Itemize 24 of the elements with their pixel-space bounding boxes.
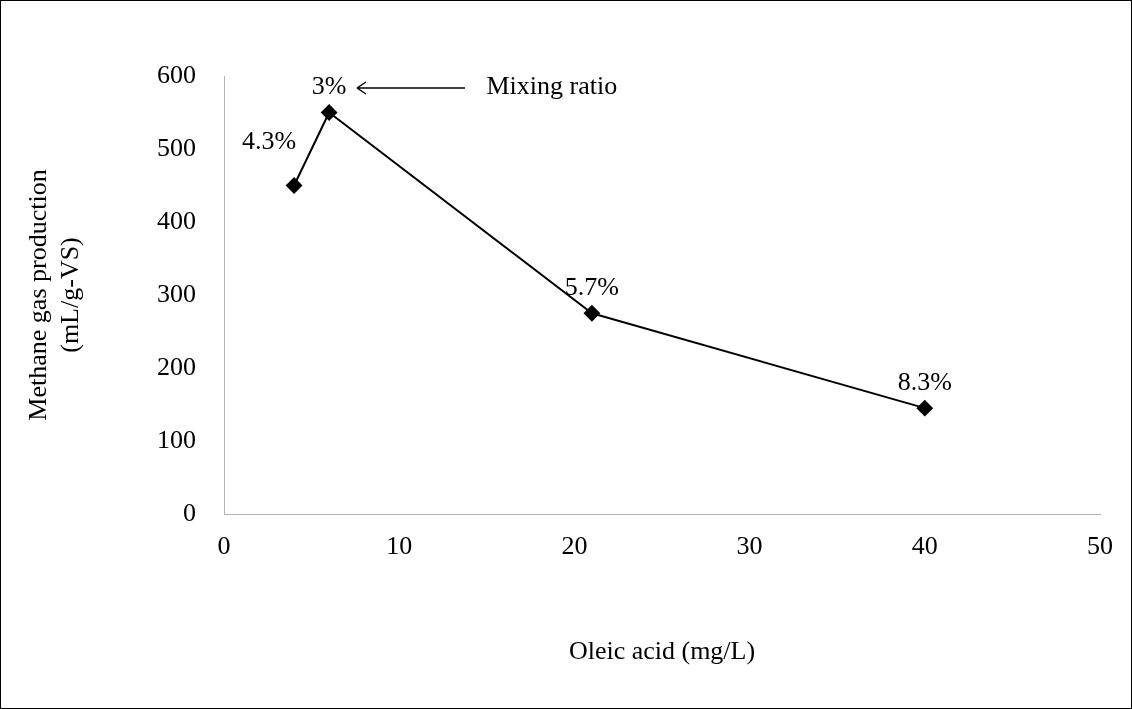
y-tick-label: 100 [157, 424, 196, 454]
x-tick-label: 20 [561, 531, 588, 561]
y-tick-label: 300 [157, 278, 196, 308]
y-tick-label: 400 [157, 205, 196, 235]
y-axis-title: Methane gas production (mL/g-VS) [23, 169, 84, 421]
annotation: Mixing ratio [486, 70, 618, 101]
point [916, 400, 933, 417]
y-tick-label: 200 [157, 351, 196, 381]
x-tick-label: 40 [911, 531, 938, 561]
x-tick-label: 0 [217, 531, 231, 561]
x-tick-label: 10 [386, 531, 413, 561]
point [286, 177, 303, 194]
point [321, 104, 338, 121]
annotation: 5.7% [564, 272, 620, 302]
point [583, 305, 600, 322]
x-tick-label: 50 [1087, 531, 1113, 561]
x-tick-label: 30 [736, 531, 763, 561]
x-axis-title: Oleic acid (mg/L) [568, 636, 756, 666]
y-tick-label: 0 [183, 497, 196, 527]
y-tick-label: 500 [157, 132, 196, 162]
y-tick-label: 600 [157, 59, 196, 89]
annotation: 4.3% [241, 126, 297, 156]
annotation: 3% [311, 71, 347, 101]
annotation: 8.3% [897, 366, 952, 396]
